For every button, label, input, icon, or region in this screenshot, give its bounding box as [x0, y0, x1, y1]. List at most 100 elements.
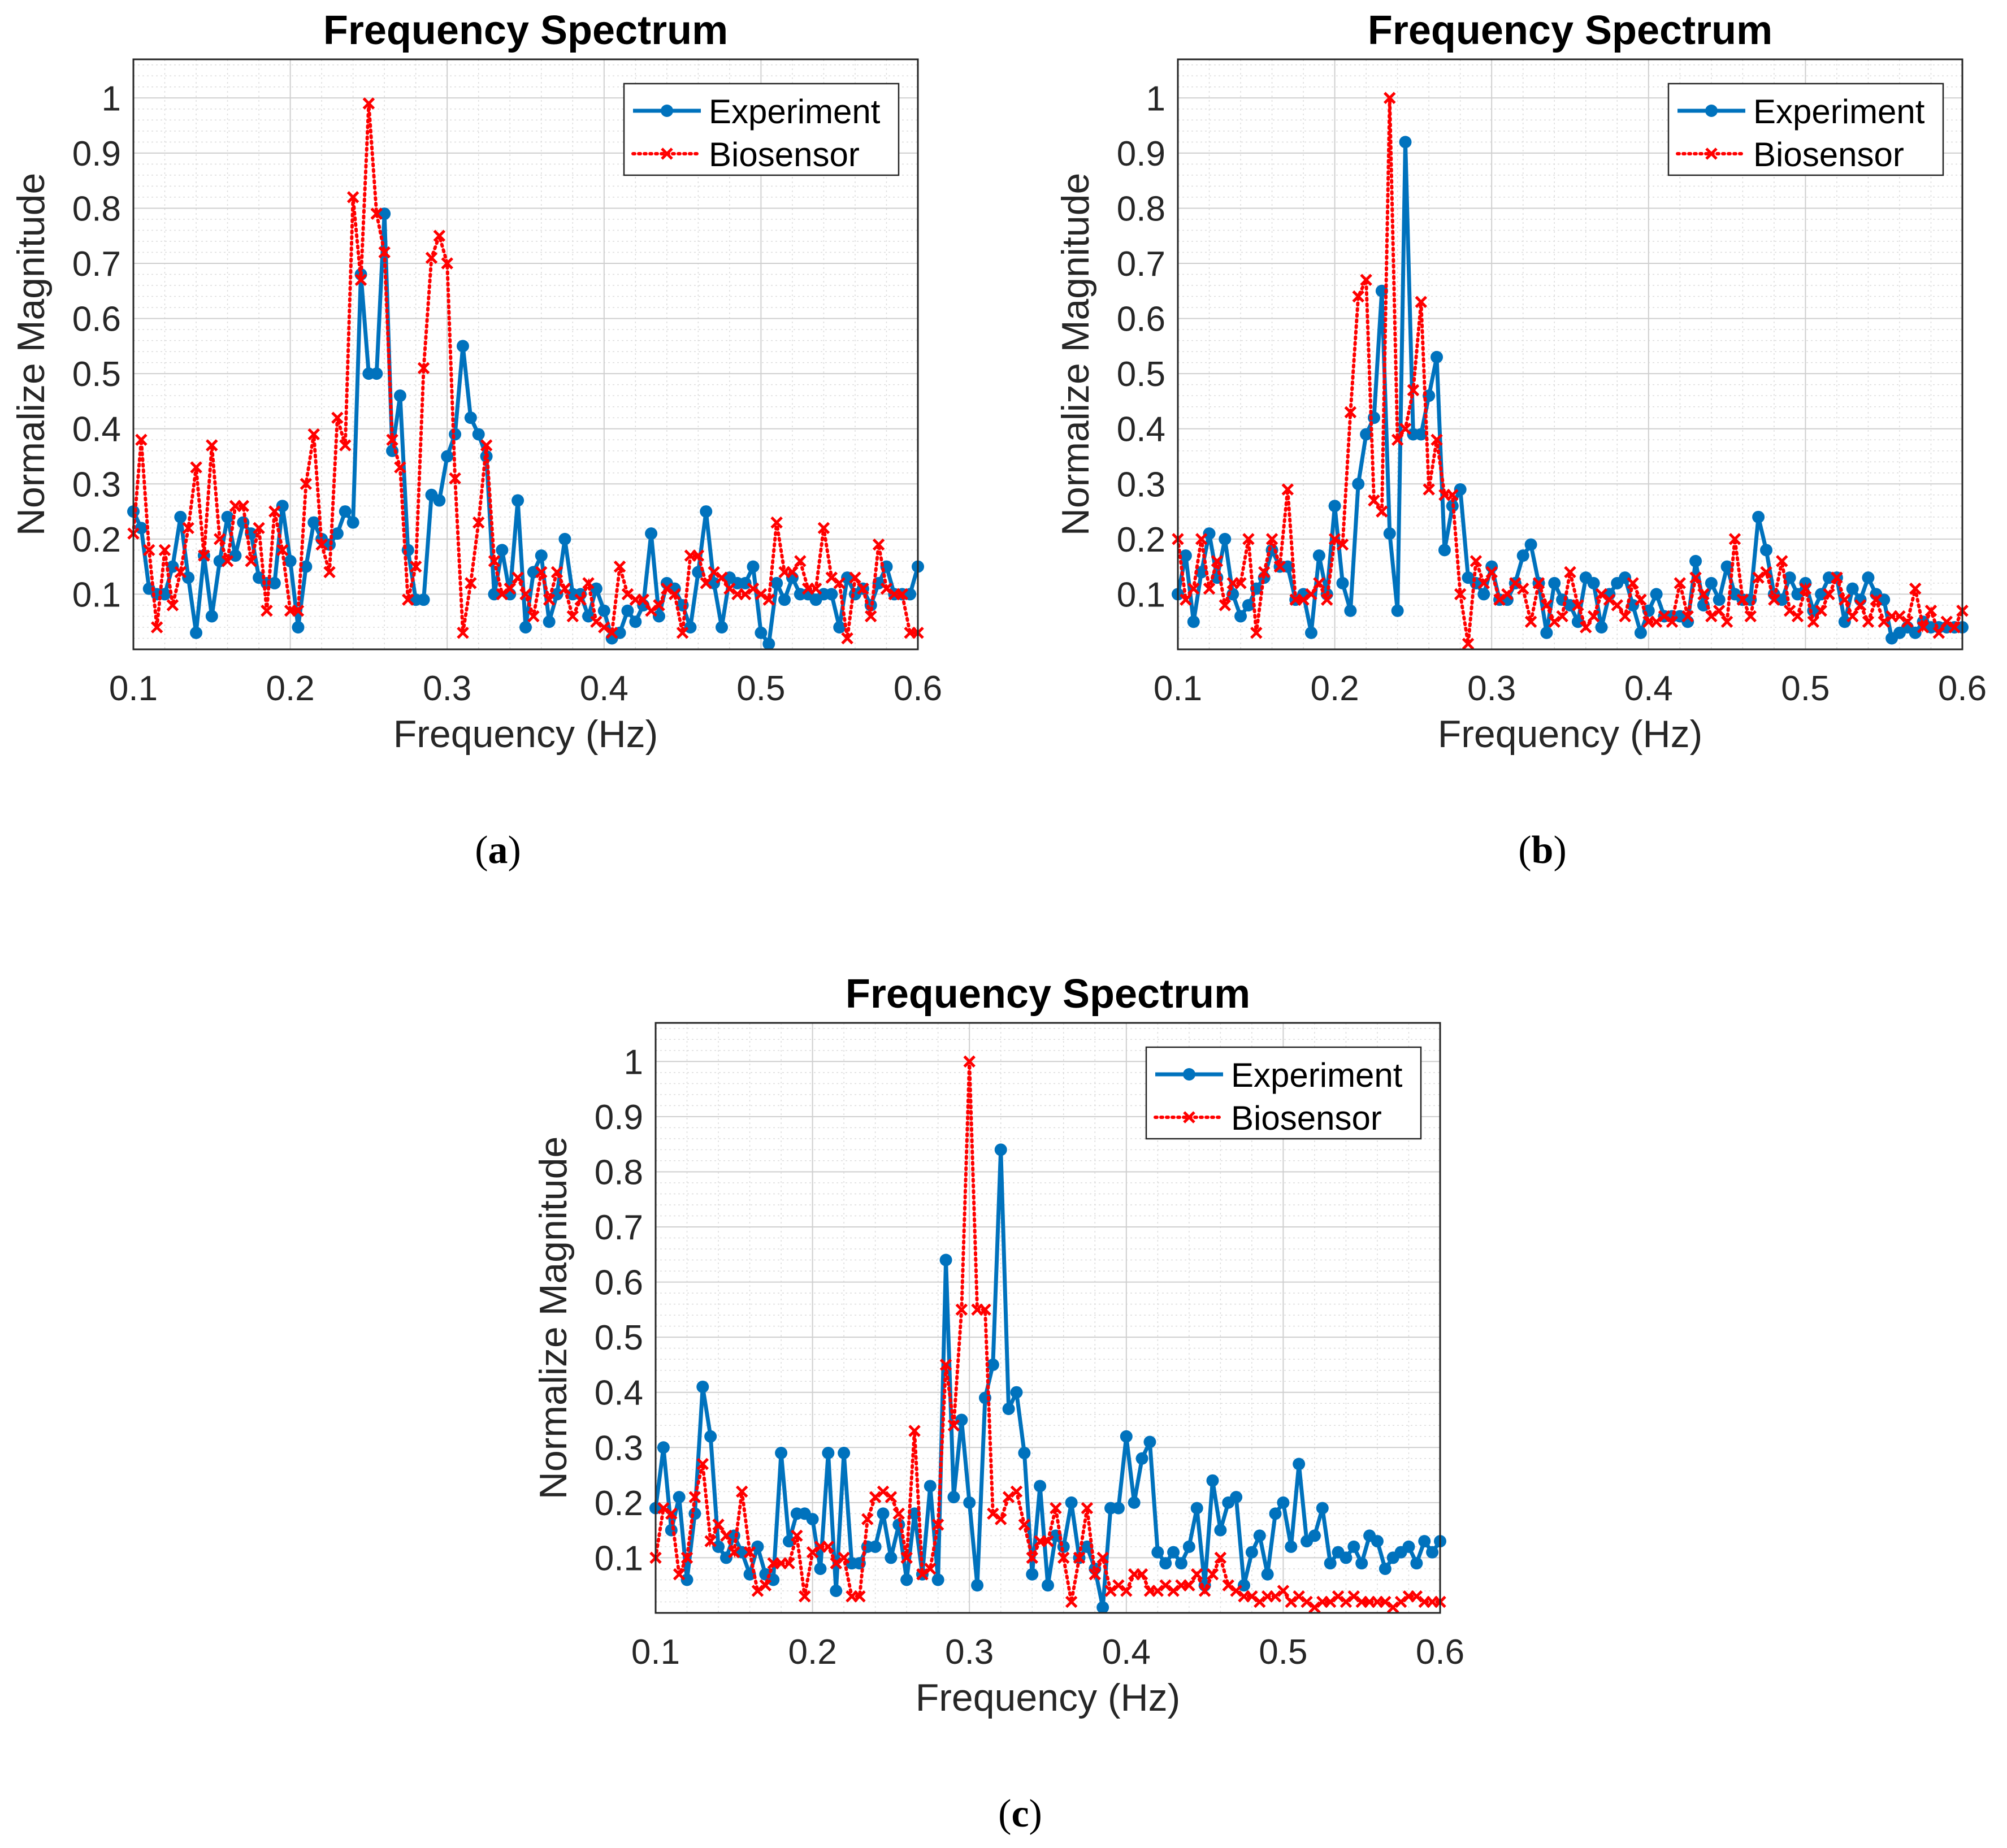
experiment-point	[869, 1540, 882, 1553]
experiment-point	[877, 1507, 890, 1520]
biosensor-point	[1376, 505, 1388, 518]
legend: Experiment Biosensor	[1667, 83, 1944, 176]
biosensor-point	[409, 560, 422, 573]
biosensor-point	[300, 478, 313, 491]
biosensor-point	[696, 1457, 709, 1470]
legend-experiment-label: Experiment	[709, 93, 881, 131]
experiment-point	[924, 1480, 937, 1493]
biosensor-point	[1399, 422, 1412, 435]
experiment-point	[1516, 549, 1529, 562]
biosensor-point	[198, 549, 210, 562]
biosensor-point	[598, 621, 610, 634]
biosensor-point	[1120, 1585, 1133, 1597]
biosensor-point	[1516, 582, 1529, 595]
experiment-point	[1752, 510, 1765, 523]
experiment-point	[1340, 1551, 1353, 1564]
y-tick-label: 0.1	[72, 575, 121, 614]
legend-experiment-marker	[661, 105, 673, 117]
experiment-point	[519, 621, 532, 634]
biosensor-point	[1394, 1595, 1407, 1608]
biosensor-point	[786, 566, 799, 579]
biosensor-point	[504, 582, 517, 595]
experiment-point	[582, 610, 595, 623]
biosensor-point	[1308, 1601, 1321, 1614]
experiment-point	[778, 593, 791, 606]
experiment-point	[814, 1562, 827, 1575]
experiment-point	[1862, 571, 1875, 584]
experiment-point	[1352, 478, 1365, 491]
experiment-point	[1285, 1540, 1298, 1553]
biosensor-point	[987, 1507, 999, 1520]
biosensor-point	[1493, 593, 1506, 606]
experiment-point	[652, 610, 665, 623]
experiment-point	[558, 532, 571, 545]
biosensor-point	[1775, 555, 1788, 567]
biosensor-point	[838, 1551, 850, 1564]
biosensor-point	[1501, 588, 1514, 601]
experiment-point	[775, 1447, 788, 1460]
biosensor-point	[1635, 593, 1647, 606]
biosensor-point	[673, 1568, 686, 1581]
biosensor-point	[488, 555, 501, 567]
biosensor-point	[213, 533, 226, 545]
biosensor-point	[1050, 1502, 1062, 1515]
x-tick-label: 0.1	[631, 1633, 680, 1672]
biosensor-point	[535, 566, 548, 579]
biosensor-point	[1532, 577, 1545, 589]
y-tick-label: 0.7	[595, 1208, 643, 1247]
biosensor-point	[472, 516, 485, 529]
biosensor-point	[1940, 615, 1953, 628]
experiment-point	[1018, 1447, 1031, 1460]
experiment-point	[1375, 284, 1388, 297]
biosensor-point	[1010, 1485, 1023, 1498]
biosensor-point	[613, 560, 626, 573]
biosensor-point	[994, 1513, 1007, 1525]
caption-b-letter: b	[1531, 828, 1554, 872]
biosensor-point	[1332, 1590, 1345, 1603]
biosensor-point	[688, 1491, 701, 1503]
biosensor-point	[1540, 599, 1553, 611]
legend-biosensor-marker	[1705, 148, 1718, 160]
experiment-point	[885, 1551, 898, 1564]
experiment-point	[712, 1540, 725, 1553]
biosensor-point	[1258, 566, 1271, 579]
experiment-point	[939, 1253, 952, 1266]
x-axis-label: Frequency (Hz)	[916, 1676, 1181, 1719]
biosensor-point	[1556, 610, 1568, 623]
biosensor-point	[747, 582, 760, 595]
experiment-point	[1909, 626, 1922, 639]
experiment-point	[1344, 604, 1357, 617]
biosensor-point	[1112, 1579, 1125, 1591]
y-tick-label: 1	[102, 79, 121, 118]
experiment-point	[1316, 1502, 1329, 1515]
experiment-point	[1619, 571, 1632, 584]
experiment-point	[1234, 610, 1247, 623]
biosensor-point	[425, 251, 438, 264]
experiment-point	[747, 560, 760, 573]
experiment-point	[1214, 1524, 1227, 1537]
biosensor-point	[955, 1303, 968, 1316]
experiment-point	[339, 505, 352, 518]
x-axis-label: Frequency (Hz)	[1438, 713, 1703, 756]
experiment-point	[696, 1380, 709, 1393]
caption-a: (a)	[475, 828, 521, 872]
biosensor-point	[877, 1485, 890, 1498]
biosensor-point	[574, 593, 587, 606]
experiment-point	[1705, 576, 1718, 589]
biosensor-point	[1340, 1595, 1353, 1608]
experiment-point	[822, 1447, 835, 1460]
biosensor-point	[1360, 274, 1372, 287]
biosensor-point	[1893, 610, 1906, 623]
biosensor-point	[1603, 593, 1616, 606]
legend: Experiment Biosensor	[623, 83, 900, 176]
biosensor-point	[1909, 582, 1922, 595]
biosensor-point	[1666, 615, 1679, 628]
biosensor-point	[1386, 1601, 1399, 1614]
biosensor-point	[402, 593, 414, 606]
biosensor-point	[900, 1551, 913, 1564]
biosensor-point	[142, 544, 155, 557]
biosensor-point	[1917, 621, 1930, 634]
experiment-point	[496, 544, 509, 557]
experiment-point	[1328, 500, 1341, 513]
experiment-point	[1524, 538, 1537, 551]
